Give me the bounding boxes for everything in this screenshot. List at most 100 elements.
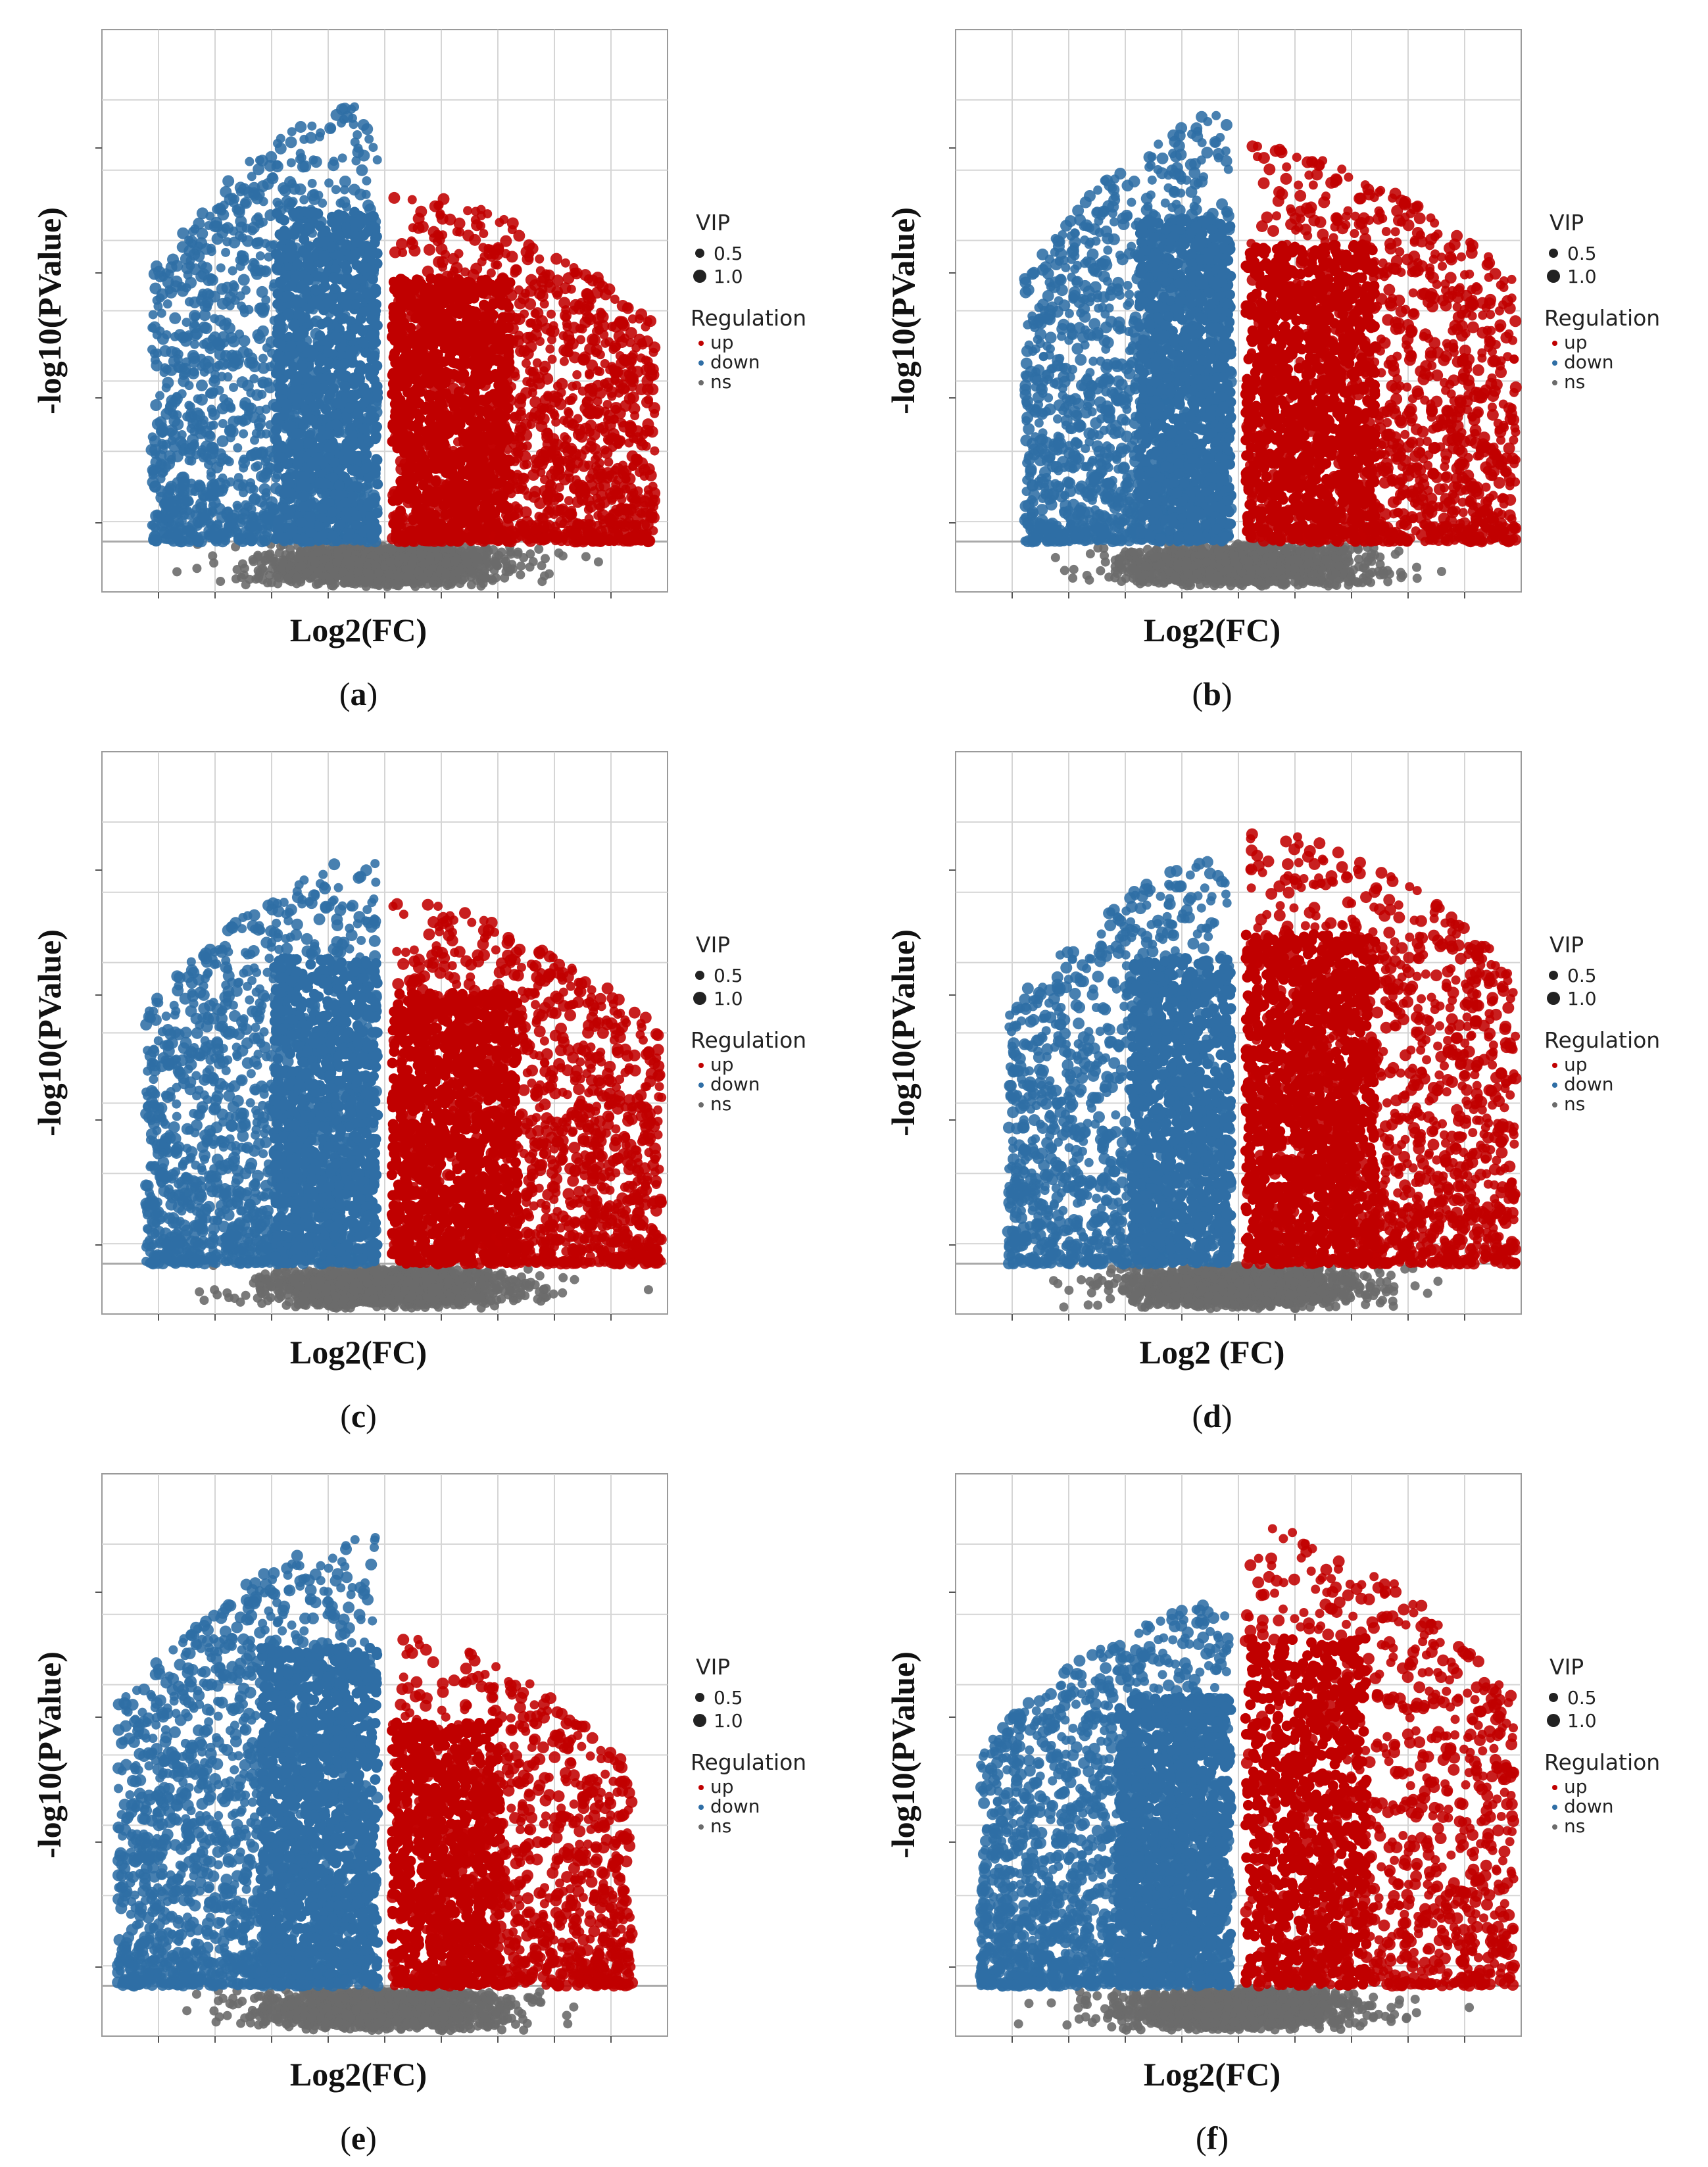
up-point [546, 327, 556, 337]
down-point [370, 283, 381, 295]
down-point [165, 513, 175, 523]
down-point [239, 463, 249, 473]
down-point [251, 192, 263, 205]
ns-point [216, 576, 226, 586]
down-point [233, 206, 245, 218]
up-point [617, 418, 627, 428]
up-point [564, 408, 574, 418]
down-point [183, 270, 193, 280]
down-point [271, 208, 282, 219]
up-point [535, 337, 545, 347]
down-point [340, 358, 351, 370]
ns-point [302, 568, 312, 578]
up-point [532, 323, 542, 333]
down-point [153, 301, 163, 311]
down-point [183, 508, 195, 520]
up-point [547, 335, 557, 345]
down-point [195, 427, 207, 439]
up-point [599, 288, 612, 301]
up-point [552, 504, 564, 517]
down-point [164, 405, 174, 415]
ns-point [581, 552, 591, 562]
down-point [358, 337, 369, 349]
up-point [512, 264, 522, 274]
down-point [323, 356, 334, 368]
down-point [368, 210, 379, 222]
up-point [553, 530, 563, 540]
down-point [257, 389, 267, 399]
up-point [636, 353, 646, 363]
down-point [147, 520, 157, 530]
down-point [257, 379, 267, 389]
up-point [612, 433, 622, 443]
down-point [169, 312, 182, 324]
up-point [598, 518, 608, 528]
ns-point [237, 559, 247, 569]
down-point [172, 410, 182, 420]
down-point [165, 524, 175, 534]
up-point [531, 525, 541, 535]
down-point [350, 137, 360, 147]
up-point [525, 366, 535, 376]
down-point [349, 299, 360, 310]
down-point [371, 455, 382, 466]
down-point [241, 402, 251, 412]
down-point [199, 453, 208, 463]
up-point [620, 400, 632, 412]
up-point [527, 333, 537, 343]
down-point [244, 304, 254, 314]
down-point [185, 408, 195, 418]
down-point [362, 176, 372, 185]
up-point [585, 301, 595, 311]
up-point [432, 237, 442, 247]
ns-point [382, 581, 392, 591]
ns-point [516, 570, 525, 579]
down-point [353, 274, 364, 285]
down-point [341, 497, 352, 508]
up-point [476, 221, 485, 231]
up-point [628, 461, 638, 471]
down-point [258, 353, 268, 363]
up-point [631, 432, 644, 445]
down-point [245, 157, 255, 166]
up-point [489, 250, 499, 260]
up-point [554, 482, 564, 492]
volcano-panel-a: -log10(PValue) Log2(FC) VIP 0.5 1.0 Regu… [0, 0, 854, 722]
up-point [568, 393, 578, 402]
down-point [282, 290, 293, 301]
ns-point [385, 557, 395, 567]
down-point [216, 263, 226, 273]
down-point [177, 430, 187, 440]
up-point [583, 292, 595, 304]
down-point [318, 250, 329, 261]
down-point [258, 217, 268, 227]
down-point [310, 156, 322, 168]
up-point [592, 404, 604, 417]
down-point [216, 297, 229, 310]
up-point [641, 322, 650, 331]
down-point [274, 276, 285, 287]
up-point [644, 395, 654, 404]
down-point [240, 507, 250, 517]
down-point [238, 183, 251, 195]
down-point [343, 533, 354, 544]
up-point [565, 474, 575, 483]
up-point [550, 522, 560, 531]
down-point [255, 495, 267, 508]
ns-point [374, 568, 384, 577]
down-point [268, 172, 278, 182]
down-point [289, 318, 301, 329]
up-point [585, 500, 597, 513]
down-point [273, 314, 284, 325]
down-point [190, 312, 200, 322]
up-point [595, 350, 605, 360]
down-point [208, 291, 221, 303]
down-point [280, 355, 291, 366]
down-point [273, 526, 284, 537]
up-point [623, 522, 633, 532]
up-point [600, 358, 610, 368]
down-point [241, 500, 251, 510]
up-point [633, 486, 643, 496]
up-point [530, 454, 540, 464]
ns-point [408, 554, 418, 564]
